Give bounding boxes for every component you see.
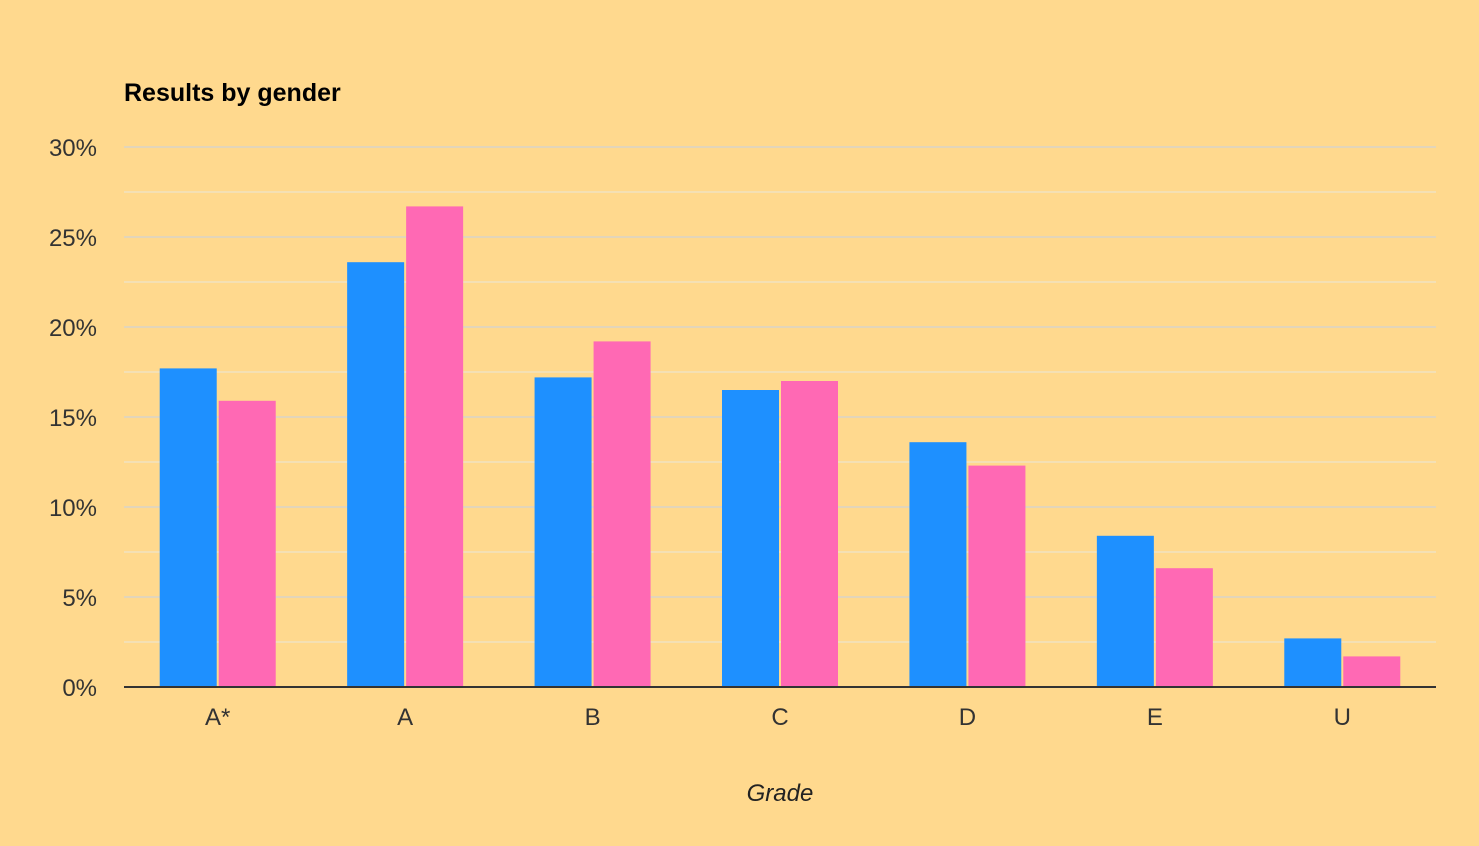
bar-group	[347, 206, 464, 687]
bar-group	[722, 381, 838, 687]
bar[interactable]	[781, 381, 838, 687]
x-tick-label: A	[397, 704, 413, 731]
bar[interactable]	[1343, 656, 1401, 687]
y-tick-label: 10%	[49, 495, 97, 522]
x-tick-label: C	[771, 704, 788, 731]
x-tick-label: A*	[205, 704, 230, 731]
bar-group	[159, 368, 276, 687]
bar[interactable]	[534, 377, 592, 687]
bar[interactable]	[968, 465, 1026, 687]
bar[interactable]	[1284, 638, 1342, 687]
bar[interactable]	[218, 400, 276, 687]
y-tick-label: 15%	[49, 405, 97, 432]
bar[interactable]	[406, 206, 464, 687]
bars	[159, 206, 1401, 687]
bar-group	[909, 442, 1026, 687]
x-axis-ticks: A* A B C D E U	[205, 704, 1351, 731]
x-tick-label: E	[1147, 704, 1163, 731]
y-tick-label: 30%	[49, 135, 97, 162]
y-axis-ticks: 0% 5% 10% 15% 20% 25% 30%	[49, 135, 97, 702]
y-tick-label: 20%	[49, 315, 97, 342]
y-tick-label: 0%	[62, 675, 97, 702]
y-tick-label: 25%	[49, 225, 97, 252]
bar-group	[534, 341, 651, 687]
gridlines	[124, 146, 1436, 643]
x-tick-label: B	[585, 704, 601, 731]
bar[interactable]	[1096, 535, 1154, 687]
chart-title: Results by gender	[124, 79, 341, 107]
bar[interactable]	[347, 262, 405, 687]
bar[interactable]	[1155, 568, 1213, 687]
bar[interactable]	[159, 368, 217, 687]
bar[interactable]	[722, 390, 779, 687]
bar[interactable]	[593, 341, 651, 687]
x-tick-label: U	[1334, 704, 1351, 731]
bar-group	[1284, 638, 1401, 687]
bar-group	[1096, 535, 1213, 687]
bar[interactable]	[909, 442, 967, 687]
y-tick-label: 5%	[62, 585, 97, 612]
x-axis-title: Grade	[747, 780, 814, 807]
x-tick-label: D	[959, 704, 976, 731]
